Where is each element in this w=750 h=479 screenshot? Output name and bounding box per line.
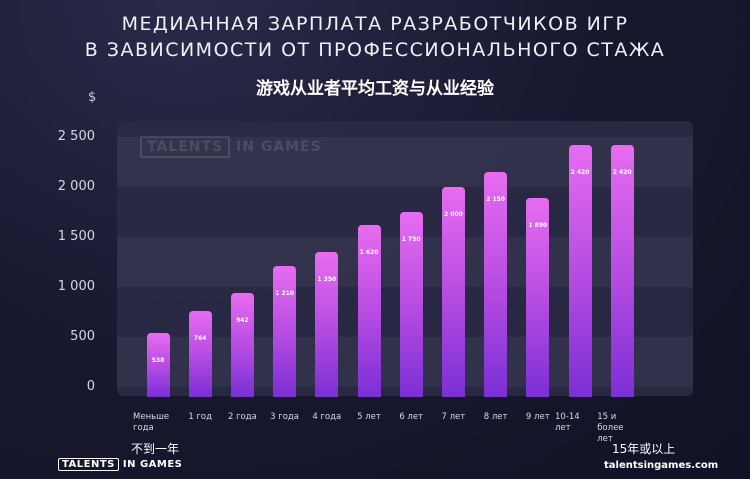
y-tick-label: 500 bbox=[70, 329, 95, 344]
footer-logo: TALENTS IN GAMES bbox=[58, 458, 183, 471]
y-tick-label: 2 000 bbox=[57, 179, 95, 194]
grid-band bbox=[117, 137, 693, 187]
bar-value-label: 2 000 bbox=[443, 211, 463, 218]
footer-logo-box: TALENTS bbox=[58, 458, 119, 471]
bar bbox=[188, 310, 212, 397]
x-tick-label: 10-14 лет bbox=[555, 412, 580, 433]
x-tick-label: 5 лет bbox=[357, 412, 381, 422]
bar-value-label: 942 bbox=[236, 316, 249, 324]
footer-logo-text: IN GAMES bbox=[122, 459, 183, 470]
website-link[interactable]: talentsingames.com bbox=[604, 460, 719, 471]
bar bbox=[357, 225, 381, 397]
y-tick-label: 1 000 bbox=[57, 279, 95, 294]
bar bbox=[273, 266, 297, 397]
bar bbox=[230, 292, 254, 397]
bar-value-label: 1 890 bbox=[528, 222, 548, 229]
x-tick-label: 3 года bbox=[270, 412, 300, 422]
bar-value-label: 2 420 bbox=[612, 169, 632, 176]
bar bbox=[610, 145, 634, 397]
y-tick-label: 2 500 bbox=[57, 129, 95, 144]
x-tick-label: 9 лет bbox=[525, 412, 550, 422]
x-tick-label: 2 года bbox=[227, 412, 257, 422]
bar-value-label: 538 bbox=[151, 357, 165, 365]
bar bbox=[568, 145, 592, 397]
x-tick-label: 15 и более лет bbox=[597, 412, 624, 444]
watermark-logo-text: IN GAMES bbox=[236, 139, 322, 155]
bar-value-label: 1 750 bbox=[401, 236, 421, 243]
bar-value-label: 2 420 bbox=[570, 169, 590, 176]
bar-value-label: 2 150 bbox=[486, 196, 505, 203]
x-tick-label: Меньше года bbox=[133, 412, 170, 433]
first-category-note: 不到一年 bbox=[131, 442, 180, 456]
bar bbox=[441, 187, 465, 397]
bar-value-label: 1 350 bbox=[317, 276, 337, 283]
x-tick-label: 8 лет bbox=[483, 412, 508, 422]
chart-title-line1: МЕДИАННАЯ ЗАРПЛАТА РАЗРАБОТЧИКОВ ИГР bbox=[121, 13, 629, 35]
x-tick-label: 6 лет bbox=[399, 412, 424, 422]
y-tick-label: 0 bbox=[86, 379, 95, 394]
watermark-logo-box: TALENTS bbox=[140, 136, 231, 158]
bar-value-label: 1 210 bbox=[275, 290, 294, 297]
bar-value-label: 764 bbox=[193, 334, 207, 342]
bar bbox=[484, 172, 508, 397]
y-axis-label: $ bbox=[88, 90, 97, 105]
x-tick-label: 1 год bbox=[188, 412, 213, 422]
bar bbox=[146, 333, 170, 397]
x-tick-label: 4 года bbox=[312, 412, 342, 422]
bar bbox=[399, 212, 423, 397]
bar-value-label: 1 620 bbox=[359, 249, 379, 256]
x-tick-label: 7 лет bbox=[441, 412, 466, 422]
chart-subtitle: 游戏从业者平均工资与从业经验 bbox=[256, 79, 494, 99]
last-category-note: 15年或以上 bbox=[612, 442, 676, 456]
bar bbox=[526, 198, 550, 397]
bar bbox=[315, 252, 339, 397]
y-tick-label: 1 500 bbox=[57, 229, 95, 244]
watermark-logo: TALENTS IN GAMES bbox=[140, 136, 322, 158]
chart-title-line2: В ЗАВИСИМОСТИ ОТ ПРОФЕССИОНАЛЬНОГО СТАЖА bbox=[84, 39, 666, 61]
